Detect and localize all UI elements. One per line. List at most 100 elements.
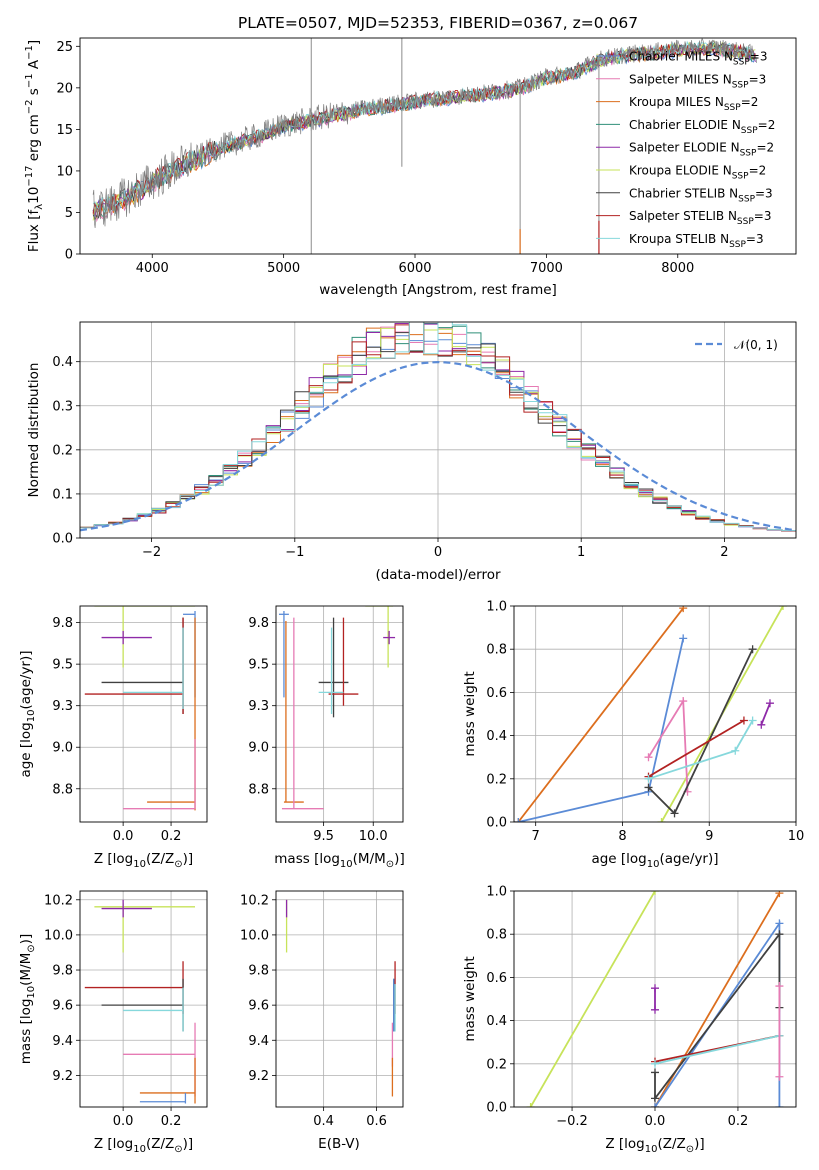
y-tick-label: 20 — [56, 81, 73, 96]
plus-marker — [644, 753, 653, 762]
y-axis-label: mass [log10(M/M⊙)] — [18, 934, 37, 1064]
x-tick-label: 0 — [434, 545, 442, 560]
y-tick-label: 9.0 — [52, 741, 73, 756]
y-tick-label: 9.2 — [248, 1069, 269, 1084]
plus-marker — [765, 699, 774, 708]
legend-label: Chabrier MILES NSSP=3 — [629, 50, 767, 68]
plot-area — [92, 38, 757, 254]
y-tick-label: 0.4 — [486, 729, 507, 744]
plot-area — [514, 606, 787, 822]
mass-weight-line — [517, 607, 684, 822]
x-axis-label: Z [log10(Z/Z⊙)] — [94, 851, 193, 870]
y-tick-label: 0.6 — [486, 686, 507, 701]
x-axis-label: mass [log10(M/M⊙)] — [274, 851, 404, 870]
x-axis-label: wavelength [Angstrom, rest frame] — [319, 282, 557, 298]
y-axis-label-part: s — [26, 88, 42, 99]
y-tick-label: 0.4 — [52, 355, 73, 370]
y-tick-label: 10 — [56, 164, 73, 179]
age-vs-mass-plot: 9.5 10.0 8.8 9.0 9.3 9.5 9.8 mass [log10(M/M⊙)] — [248, 605, 405, 870]
plot-area — [84, 606, 196, 811]
y-axis-label-part: A — [26, 59, 42, 73]
y-axis-label-part: mass [log — [18, 999, 34, 1065]
x-tick-label: 7 — [532, 829, 540, 844]
x-tick-label: 5000 — [267, 261, 300, 276]
residual-histogram-plot: −2 −1 0 1 2 0.0 0.1 0.2 0.3 0.4 𝒩(0, 1) (data-model… — [26, 321, 797, 583]
legend-sub: SSP — [724, 103, 741, 113]
plot-area — [526, 891, 784, 1107]
legend-label: Salpeter ELODIE NSSP=2 — [629, 141, 774, 159]
axes-frame — [79, 890, 208, 1108]
mass-weight-vs-metallicity-plot: −0.2 0.0 0.2 0.0 0.2 0.4 0.6 0.8 1.0 Z [log10(Z/Z… — [462, 885, 797, 1155]
legend-label: Kroupa MILES NSSP=2 — [629, 95, 758, 113]
y-tick-label: 10.0 — [44, 928, 73, 943]
y-axis-label-part: age [log — [18, 722, 34, 777]
legend-sub: SSP — [740, 149, 757, 159]
legend-value: =3 — [754, 209, 772, 223]
x-axis-label-part: (Z/Z — [657, 1136, 685, 1152]
legend-sub: SSP — [733, 58, 750, 68]
y-tick-label: 9.8 — [52, 616, 73, 631]
y-axis-label: mass weight — [462, 671, 478, 756]
mass-weight-line — [654, 931, 781, 1102]
x-axis-label-part: Z [log — [605, 1136, 644, 1152]
x-tick-label: 0.6 — [366, 1114, 387, 1129]
legend-name: Salpeter STELIB N — [629, 209, 737, 223]
mass-vs-metallicity-plot: 0.0 0.29.29.49.69.810.010.2Z [log10(Z/Z⊙)… — [18, 890, 208, 1155]
x-axis-label-part: ⊙ — [174, 1144, 182, 1155]
x-tick-label: 9.5 — [313, 829, 334, 844]
x-tick-label: 0.0 — [113, 1114, 134, 1129]
plus-marker — [651, 1103, 659, 1107]
y-tick-label: 8.8 — [248, 782, 269, 797]
legend-value: =3 — [749, 72, 767, 86]
y-tick-label: 9.3 — [52, 699, 73, 714]
x-axis-label-part: (M/M — [353, 851, 386, 867]
y-tick-label: 9.4 — [248, 1034, 269, 1049]
mass-weight-line — [647, 698, 689, 792]
spectrum-plot: 4000 5000 6000 7000 8000 0 5 10 15 20 25 Chabrier M… — [24, 37, 797, 298]
legend-label: Kroupa ELODIE NSSP=2 — [629, 164, 766, 182]
legend-sub: SSP — [729, 240, 746, 250]
x-tick-label: 0.2 — [728, 1114, 749, 1129]
y-tick-label: 0.2 — [52, 443, 73, 458]
y-tick-label: 1.0 — [486, 600, 507, 615]
axes-frame — [275, 890, 404, 1108]
plus-marker — [514, 818, 523, 822]
plus-marker — [775, 891, 784, 898]
x-tick-label: 8 — [618, 829, 626, 844]
y-axis-label-part: −17 — [24, 166, 35, 187]
legend-label: Kroupa STELIB NSSP=3 — [629, 232, 764, 250]
legend-name: Kroupa STELIB N — [629, 232, 729, 246]
plus-marker — [775, 1103, 784, 1107]
y-tick-label: 9.8 — [248, 964, 269, 979]
plot-area — [278, 606, 396, 810]
y-tick-label: 9.6 — [248, 999, 269, 1014]
legend-sub: SSP — [741, 126, 758, 136]
x-axis-label-part: Z [log — [94, 1136, 133, 1152]
y-tick-label: 9.8 — [52, 964, 73, 979]
x-tick-label: 0.2 — [161, 829, 182, 844]
x-axis-label-part: 10 — [340, 859, 353, 870]
x-tick-label: −2 — [142, 545, 161, 560]
legend-label: Salpeter MILES NSSP=3 — [629, 72, 766, 90]
x-tick-label: −0.2 — [556, 1114, 588, 1129]
x-axis-label-part: 10 — [133, 859, 146, 870]
histogram-step — [80, 322, 796, 532]
y-axis-label: age [log10(age/yr)] — [18, 650, 37, 777]
axes-frame — [79, 321, 797, 539]
legend-name: Chabrier MILES N — [629, 50, 733, 64]
y-tick-label: 0.2 — [486, 772, 507, 787]
x-tick-label: 7000 — [530, 261, 563, 276]
legend-name: Chabrier STELIB N — [629, 186, 738, 200]
mass-weight-line — [529, 891, 656, 1107]
y-tick-label: 0.8 — [486, 928, 507, 943]
x-axis-label: (data-model)/error — [375, 567, 501, 583]
x-axis-label-part: )] — [183, 1136, 194, 1152]
y-axis-label-part: −1 — [24, 45, 35, 60]
plus-marker — [526, 1103, 535, 1107]
y-tick-label: 8.8 — [52, 782, 73, 797]
axes-frame — [79, 605, 208, 823]
y-axis-label-part: (M/M — [18, 953, 34, 986]
x-axis-label-part: mass [log — [274, 851, 340, 867]
